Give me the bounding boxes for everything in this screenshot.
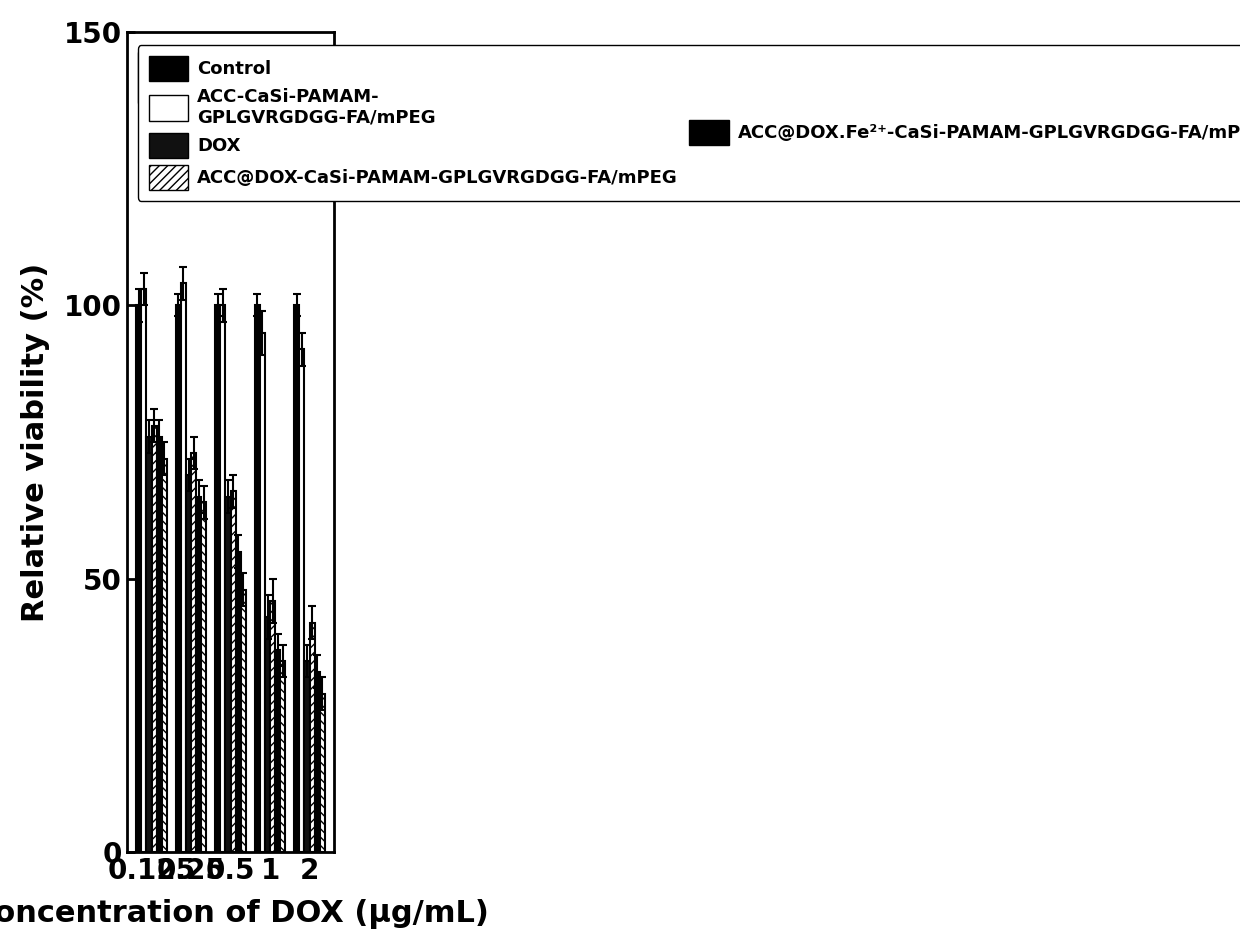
Bar	[221, 305, 226, 852]
Bar	[320, 694, 325, 852]
Bar	[260, 332, 265, 852]
Bar	[254, 305, 260, 852]
Bar	[241, 590, 246, 852]
Legend: Control, ACC-CaSi-PAMAM-
GPLGVRGDGG-FA/mPEG, DOX, ACC@DOX-CaSi-PAMAM-GPLGVRGDGG-: Control, ACC-CaSi-PAMAM- GPLGVRGDGG-FA/m…	[138, 45, 1240, 201]
Y-axis label: Relative viability (%): Relative viability (%)	[21, 262, 50, 621]
Bar	[196, 497, 201, 852]
Bar	[236, 552, 241, 852]
Bar	[191, 453, 196, 852]
Bar	[216, 305, 221, 852]
Bar	[310, 622, 315, 852]
Bar	[226, 497, 231, 852]
Bar	[315, 672, 320, 852]
Bar	[151, 426, 156, 852]
Bar	[294, 305, 299, 852]
Bar	[275, 650, 280, 852]
Bar	[156, 437, 162, 852]
Bar	[201, 503, 207, 852]
Bar	[299, 350, 305, 852]
Bar	[305, 661, 310, 852]
Bar	[136, 305, 141, 852]
X-axis label: Concentration of DOX (μg/mL): Concentration of DOX (μg/mL)	[0, 899, 489, 929]
Bar	[181, 283, 186, 852]
Bar	[162, 459, 167, 852]
Bar	[186, 475, 191, 852]
Bar	[270, 600, 275, 852]
Bar	[265, 618, 270, 852]
Bar	[141, 289, 146, 852]
Bar	[280, 661, 285, 852]
Bar	[231, 491, 236, 852]
Bar	[176, 305, 181, 852]
Bar	[146, 437, 151, 852]
